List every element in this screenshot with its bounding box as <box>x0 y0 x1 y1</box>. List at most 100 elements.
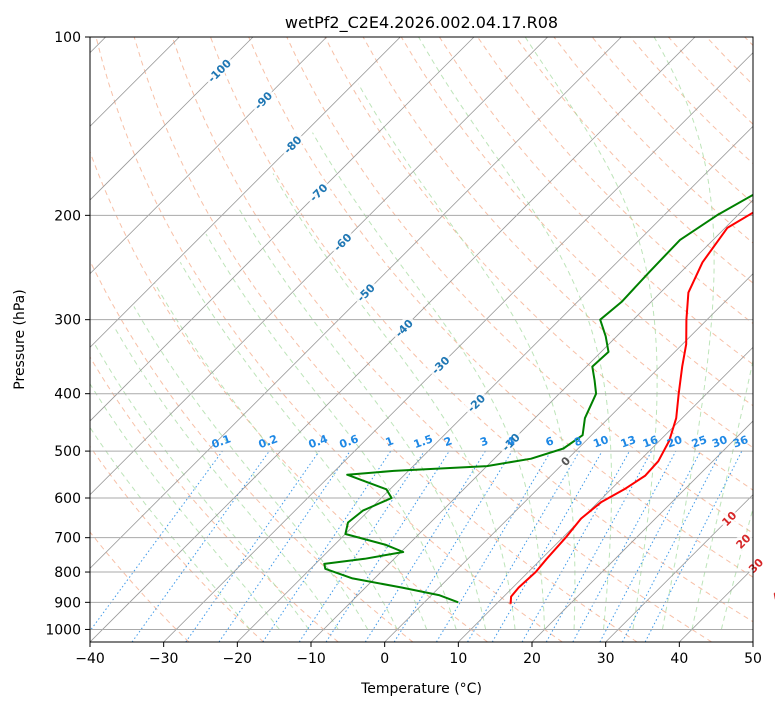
mixing-ratio-label: 8 <box>572 434 584 449</box>
mixing-ratio-label-group: 3 <box>478 434 490 449</box>
mixing-ratio-label: 30 <box>710 433 729 451</box>
isotherm-line <box>90 37 696 642</box>
mixing-ratio-label-group: 1 <box>384 434 396 449</box>
label-backdrop <box>304 178 332 206</box>
moist-adiabat-line <box>312 132 546 630</box>
isotherm-line <box>90 37 254 201</box>
mixing-ratio-label-group: 0.2 <box>257 432 280 451</box>
mixing-ratio-label: 1.5 <box>412 432 435 451</box>
x-tick-label: −10 <box>296 651 326 667</box>
label-backdrop <box>462 389 490 417</box>
mixing-ratio-label: 36 <box>731 433 750 451</box>
y-tick-label: 100 <box>54 30 81 46</box>
mixing-ratio-label: 0.4 <box>307 432 330 451</box>
series-layer <box>323 193 753 604</box>
mixing-ratio-label: 4 <box>505 434 517 449</box>
mixing-ratio-label: 1 <box>384 434 396 449</box>
isotherm-line <box>237 125 753 642</box>
label-backdrop <box>731 529 754 552</box>
x-axis-title: Temperature (°C) <box>360 681 482 697</box>
isotherm-line <box>90 37 622 569</box>
moist-adiabat-line <box>133 306 369 630</box>
mixing-ratio-label-group: 36 <box>731 433 750 451</box>
moist-adiabat-line <box>154 282 398 630</box>
label-backdrop <box>390 314 417 342</box>
plot-frame <box>89 36 754 643</box>
y-tick-label: 800 <box>54 565 81 581</box>
isotherm-line <box>310 199 753 642</box>
x-tick-label: −20 <box>223 651 253 667</box>
mixing-ratio-line <box>435 450 552 642</box>
label-backdrop <box>249 86 277 114</box>
mixing-ratio-label-group: 10 <box>591 433 610 451</box>
y-tick-label: 500 <box>54 444 81 460</box>
mixing-ratio-label-group: 4 <box>505 434 517 449</box>
x-tick-label: 0 <box>380 651 389 667</box>
moist-adiabat-line <box>524 37 658 630</box>
mixing-ratio-label: 0.2 <box>257 432 280 451</box>
label-backdrop <box>767 582 775 605</box>
mixing-ratio-label-group: 2 <box>442 434 454 449</box>
mixing-ratio-label: 10 <box>591 433 610 451</box>
moist-adiabat-line <box>653 37 715 630</box>
dry-adiabat-line <box>400 37 753 407</box>
temperature-profile-line <box>509 211 753 604</box>
moist-adiabat-line <box>114 327 339 630</box>
y-tick-label: 700 <box>54 531 81 547</box>
mixing-ratio-label-group: 8 <box>572 434 584 449</box>
moist-adiabat-line <box>90 426 251 630</box>
label-backdrop <box>717 507 740 530</box>
y-tick-label: 400 <box>54 387 81 403</box>
mixing-ratio-label: 16 <box>641 433 660 451</box>
label-backdrop <box>744 554 767 577</box>
mixing-ratio-label: 13 <box>619 433 638 450</box>
x-tick-label: 10 <box>449 651 467 667</box>
mixing-ratio-label: 6 <box>544 434 556 449</box>
dry-adiabat-line <box>90 445 264 642</box>
mixing-ratio-line <box>572 450 677 642</box>
isotherm-line <box>163 52 753 642</box>
mixing-ratio-label: 25 <box>690 433 709 450</box>
mixing-ratio-label: 20 <box>665 433 684 451</box>
mixing-ratio-label-group: 0.6 <box>338 432 361 451</box>
axis-layer: −40 −30 −20 −10 0 10 20 30 40 5010009008007006005… <box>45 30 762 667</box>
isotherm-line <box>90 37 475 422</box>
label-backdrop <box>278 130 306 158</box>
y-tick-label: 200 <box>54 208 81 224</box>
dry-adiabat-line <box>95 37 563 642</box>
grid-layer <box>90 37 753 642</box>
isotherm-line <box>605 494 753 642</box>
moist-adiabat-line <box>691 358 753 630</box>
label-backdrop <box>556 452 574 470</box>
label-backdrop <box>497 428 524 456</box>
isotherm-line <box>531 420 753 642</box>
mixing-ratio-label: 2 <box>442 434 454 449</box>
mixing-ratio-line <box>491 450 603 642</box>
dry-adiabat-line <box>90 150 488 642</box>
dry-adiabat-line <box>90 356 339 642</box>
chart-title: wetPf2_C2E4.2026.002.04.17.R08 <box>285 13 558 33</box>
x-tick-label: 20 <box>523 651 541 667</box>
mixing-ratio-label-group: 6 <box>544 434 556 449</box>
isotherm-line <box>90 37 327 275</box>
moist-adiabat-line <box>418 37 613 630</box>
isotherm-label-group: 0 <box>556 452 574 470</box>
moist-adiabat-line <box>357 83 576 630</box>
moist-adiabat-line <box>94 343 310 630</box>
y-tick-label: 600 <box>54 491 81 507</box>
dry-adiabat-line <box>515 37 753 284</box>
mixing-ratio-label-group: 20 <box>665 433 684 451</box>
y-axis-title: Pressure (hPa) <box>12 289 28 389</box>
mixing-ratio-line <box>393 450 513 642</box>
label-backdrop <box>203 54 235 87</box>
mixing-ratio-label-group: 0.4 <box>307 432 330 451</box>
mixing-ratio-line <box>218 450 351 642</box>
moist-adiabat-line <box>238 208 487 630</box>
label-backdrop <box>352 278 379 306</box>
mixing-ratio-label-group: 16 <box>641 433 660 451</box>
moist-adiabat-line <box>90 382 280 630</box>
mixing-ratio-label-group: 0.1 <box>210 432 233 451</box>
label-backdrop <box>426 351 454 379</box>
moist-adiabat-label: 40 <box>770 584 775 604</box>
